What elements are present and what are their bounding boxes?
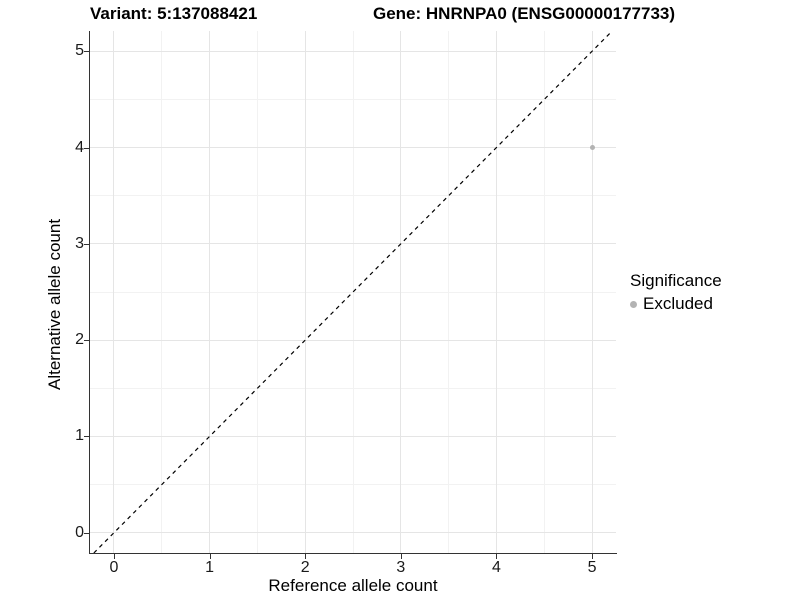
y-minor-gridline (90, 484, 616, 486)
plot-panel (90, 30, 616, 554)
x-major-gridline (591, 31, 593, 553)
y-tickmark (84, 436, 89, 438)
x-major-gridline (304, 31, 306, 553)
y-minor-gridline (90, 195, 616, 197)
x-tick-label: 2 (300, 559, 310, 576)
gene-title: Gene: HNRNPA0 (ENSG00000177733) (373, 4, 676, 23)
y-tickmark (84, 147, 89, 149)
y-tick-label: 1 (75, 427, 84, 445)
x-tick-label: 1 (205, 559, 214, 576)
variant-title: Variant: 5:137088421 (90, 4, 258, 23)
x-tick-label: 5 (587, 559, 597, 576)
legend-title: Significance (630, 271, 722, 290)
y-tick-label: 5 (75, 42, 84, 60)
data-point (589, 145, 595, 151)
y-minor-gridline (90, 387, 616, 389)
x-major-gridline (209, 31, 211, 553)
x-tickmark (400, 554, 402, 559)
x-tickmark (496, 554, 498, 559)
y-major-gridline (90, 147, 616, 149)
x-tick-label: 4 (492, 559, 501, 576)
x-tickmark (209, 554, 211, 559)
y-major-gridline (90, 435, 616, 437)
x-axis-title: Reference allele count (268, 576, 438, 595)
x-major-gridline (113, 31, 115, 553)
x-tickmark (113, 554, 115, 559)
x-tick-label: 3 (396, 559, 406, 576)
y-major-gridline (90, 50, 616, 52)
y-minor-gridline (90, 291, 616, 293)
y-tick-label: 2 (75, 331, 84, 349)
y-tickmark (84, 243, 89, 245)
legend: Significance Excluded (630, 271, 722, 314)
legend-item-excluded: Excluded (630, 294, 722, 314)
x-tick-label: 0 (109, 559, 119, 576)
y-major-gridline (90, 339, 616, 341)
y-tick-label: 0 (75, 523, 84, 541)
y-tick-label: 3 (75, 234, 84, 252)
x-tickmark (592, 554, 594, 559)
y-major-gridline (90, 243, 616, 245)
y-minor-gridline (90, 98, 616, 100)
y-major-gridline (90, 532, 616, 534)
x-major-gridline (495, 31, 497, 553)
y-tickmark (84, 532, 89, 534)
y-tickmark (84, 340, 89, 342)
y-axis-line (89, 31, 90, 554)
identity-reference-line (93, 30, 613, 554)
legend-point-icon (630, 300, 637, 308)
y-tickmark (84, 51, 89, 53)
legend-item-label: Excluded (643, 294, 713, 313)
x-tickmark (305, 554, 307, 559)
y-tick-label: 4 (75, 138, 84, 156)
x-major-gridline (400, 31, 402, 553)
x-axis-line (89, 553, 617, 554)
